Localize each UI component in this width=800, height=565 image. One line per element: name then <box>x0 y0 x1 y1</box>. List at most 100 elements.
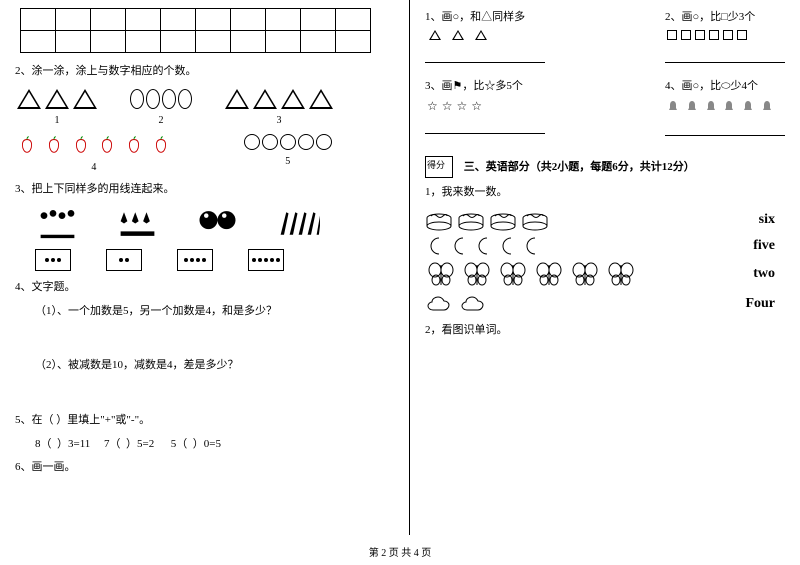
word-two: two <box>753 266 775 282</box>
oval-icon <box>178 89 192 109</box>
number-grid <box>20 8 371 53</box>
triangle-icon <box>225 89 249 109</box>
apple-icon <box>70 134 92 156</box>
dice-2 <box>106 249 142 271</box>
triangle-icon <box>253 89 277 109</box>
question-4-2: （2）、被减数是10，减数是4，差是多少？ <box>35 357 394 375</box>
triangle-icon <box>73 89 97 109</box>
butterfly-icon <box>533 260 565 288</box>
butterflies-row <box>425 260 637 288</box>
cake-icon <box>489 208 517 232</box>
bell-icon <box>704 99 718 113</box>
moon-icon <box>497 236 517 256</box>
tulips-icon <box>115 206 160 241</box>
triangle-icon <box>17 89 41 109</box>
question-6: 6、画一画。 <box>15 459 394 477</box>
small-triangle-icon <box>452 30 464 40</box>
eng-q1: 1，我来数一数。 <box>425 184 785 202</box>
cloud-icon <box>459 292 489 316</box>
star-icon: ☆ <box>471 99 482 114</box>
moons-row <box>425 236 541 256</box>
pandas-icon <box>195 206 240 241</box>
circle-icon <box>316 134 332 150</box>
moon-icon <box>473 236 493 256</box>
r-q3: 3、画⚑，比☆多5个 <box>425 77 545 93</box>
cloud-icon <box>425 292 455 316</box>
question-4-1: （1）、一个加数是5，另一个加数是4，和是多少？ <box>35 303 394 321</box>
moon-icon <box>425 236 445 256</box>
page-footer: 第 2 页 共 4 页 <box>0 544 800 559</box>
word-six: six <box>759 212 775 228</box>
butterfly-icon <box>605 260 637 288</box>
bell-icon <box>666 99 680 113</box>
bell-icon <box>760 99 774 113</box>
clouds-row <box>425 292 489 316</box>
triangle-icon <box>281 89 305 109</box>
bell-icon <box>722 99 736 113</box>
num-label: 1 <box>15 115 99 126</box>
triangle-icon <box>309 89 333 109</box>
num-label: 2 <box>129 115 193 126</box>
butterfly-icon <box>425 260 457 288</box>
r-q4: 4、画○，比⬭少4个 <box>665 77 785 93</box>
match-images <box>35 206 394 241</box>
eng-q2: 2，看图识单词。 <box>425 322 785 340</box>
bell-icon <box>741 99 755 113</box>
question-5-items: 8（ ）3=11 7（ ）5=2 5（ ）0=5 <box>35 436 394 454</box>
apple-icon <box>123 134 145 156</box>
section-3-title: 三、英语部分（共2小题，每题6分，共计12分） <box>464 161 695 173</box>
num-label: 5 <box>243 156 333 167</box>
moon-icon <box>449 236 469 256</box>
dice-5 <box>248 249 284 271</box>
circle-icon <box>298 134 314 150</box>
small-triangle-icon <box>475 30 487 40</box>
small-triangle-icon <box>429 30 441 40</box>
moon-icon <box>521 236 541 256</box>
cakes-row <box>425 208 549 232</box>
word-five: five <box>753 238 775 254</box>
num-label: 4 <box>15 162 173 173</box>
butterfly-icon <box>497 260 529 288</box>
apple-icon <box>16 134 38 156</box>
apple-icon <box>150 134 172 156</box>
flowers-icon <box>35 206 80 241</box>
star-icon: ☆ <box>442 99 453 114</box>
square-icon <box>695 30 705 40</box>
answer-line <box>665 49 785 63</box>
shapes-row-2: 4 5 <box>15 134 394 173</box>
question-3: 3、把上下同样多的用线连起来。 <box>15 181 394 199</box>
circle-icon <box>244 134 260 150</box>
circle-icon <box>262 134 278 150</box>
num-label: 3 <box>223 115 335 126</box>
butterfly-icon <box>461 260 493 288</box>
answer-line <box>425 49 545 63</box>
apple-icon <box>43 134 65 156</box>
star-icon: ☆ <box>427 99 438 114</box>
r-q2: 2、画○，比□少3个 <box>665 8 785 24</box>
star-icon: ☆ <box>457 99 468 114</box>
r-q1: 1、画○，和△同样多 <box>425 8 545 24</box>
square-icon <box>723 30 733 40</box>
cake-icon <box>457 208 485 232</box>
question-4: 4、文字题。 <box>15 279 394 297</box>
answer-line <box>425 120 545 134</box>
feathers-icon <box>275 206 320 241</box>
butterfly-icon <box>569 260 601 288</box>
apple-icon <box>96 134 118 156</box>
question-5: 5、在（ ）里填上"+"或"-"。 <box>15 412 394 430</box>
oval-icon <box>146 89 160 109</box>
triangle-icon <box>45 89 69 109</box>
score-box: 得分 <box>425 156 453 178</box>
square-icon <box>737 30 747 40</box>
word-four: Four <box>745 296 775 312</box>
cake-icon <box>425 208 453 232</box>
oval-icon <box>130 89 144 109</box>
circle-icon <box>280 134 296 150</box>
shapes-row-1: 1 2 3 <box>15 89 394 126</box>
dice-row <box>35 249 394 271</box>
dice-3 <box>35 249 71 271</box>
square-icon <box>709 30 719 40</box>
bell-icon <box>685 99 699 113</box>
oval-icon <box>162 89 176 109</box>
square-icon <box>681 30 691 40</box>
